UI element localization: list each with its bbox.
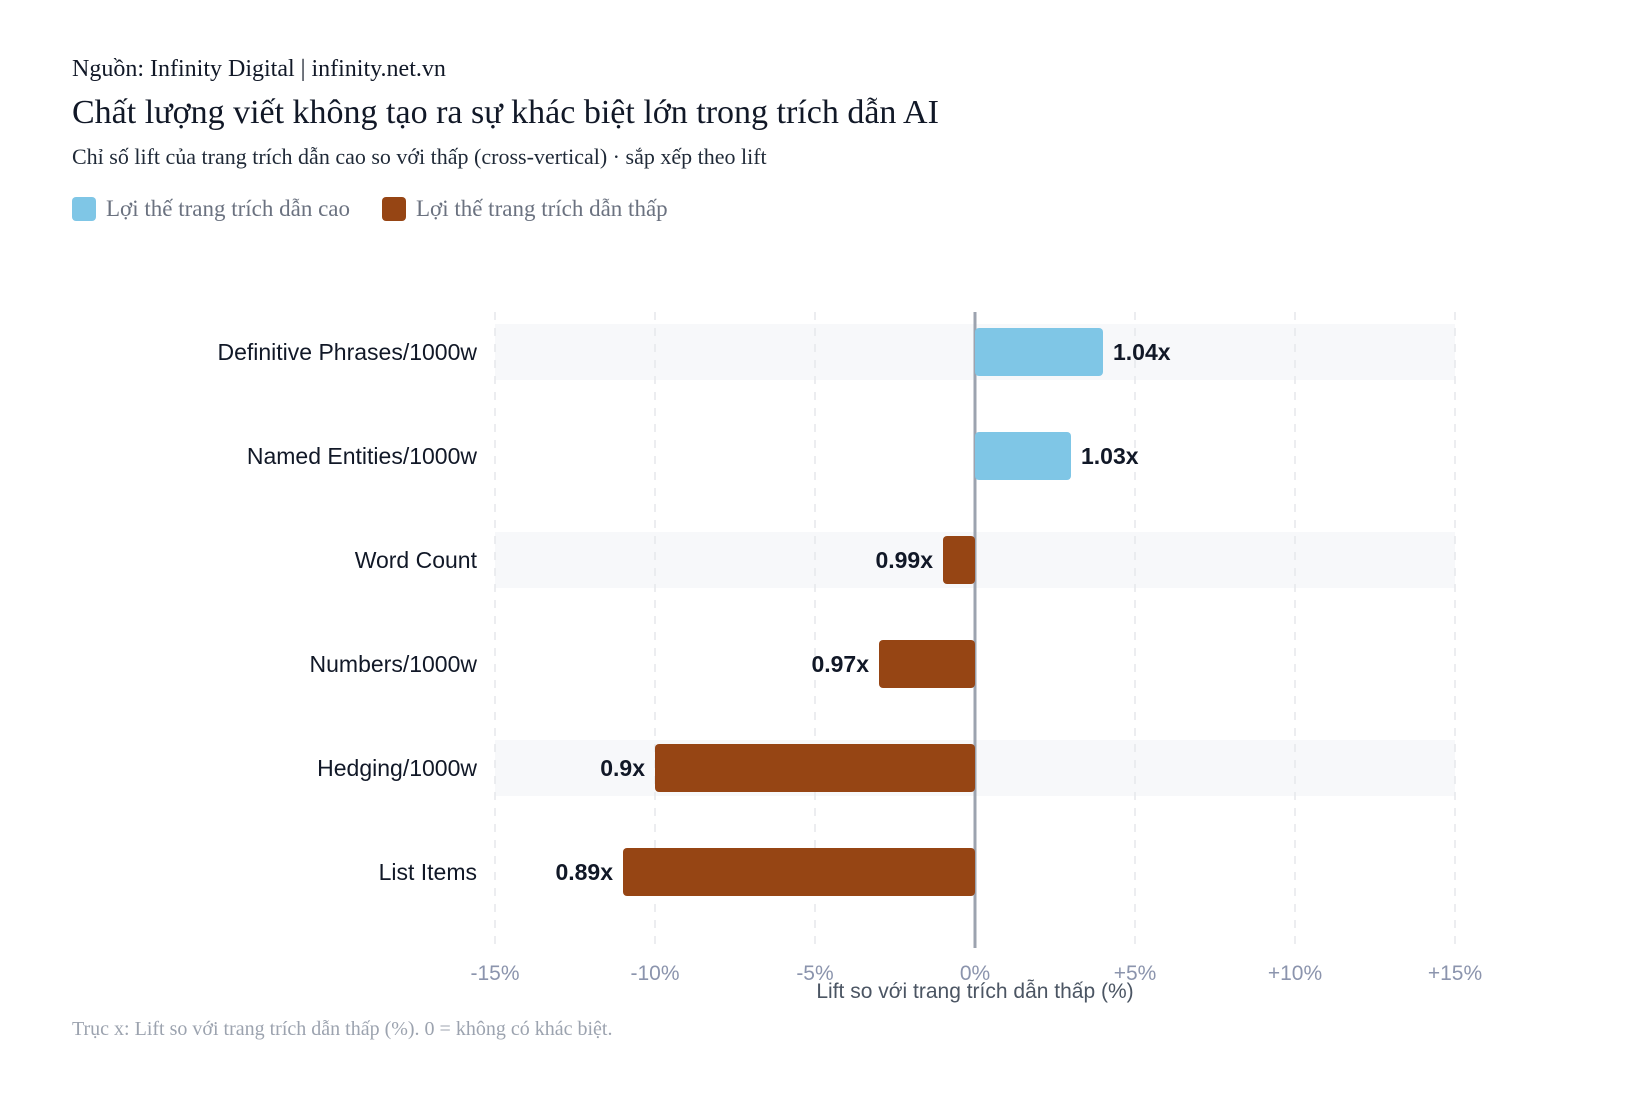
bar <box>943 536 975 584</box>
footnote: Trục x: Lift so với trang trích dẫn thấp… <box>72 1018 613 1040</box>
bar-value-label: 0.99x <box>875 547 933 573</box>
bar-value-label: 0.97x <box>811 651 869 677</box>
chart-title: Chất lượng viết không tạo ra sự khác biệ… <box>72 94 939 131</box>
bar-value-label: 1.04x <box>1113 339 1171 365</box>
bar <box>975 432 1071 480</box>
bar <box>655 744 975 792</box>
x-tick-label: -5% <box>796 962 833 985</box>
legend-swatch-high <box>72 197 96 221</box>
x-tick-label: -15% <box>470 962 519 985</box>
category-label: Word Count <box>355 547 478 573</box>
category-label: Hedging/1000w <box>317 755 477 781</box>
legend-item-high[interactable]: Lợi thế trang trích dẫn cao <box>72 196 350 222</box>
category-label: Numbers/1000w <box>310 651 478 677</box>
x-tick-label: +10% <box>1268 962 1322 985</box>
x-tick-label: +15% <box>1428 962 1482 985</box>
x-axis-title: Lift so với trang trích dẫn thấp (%) <box>816 980 1133 1003</box>
source-line: Nguồn: Infinity Digital | infinity.net.v… <box>72 56 446 82</box>
category-label: Named Entities/1000w <box>247 443 478 469</box>
legend-swatch-low <box>381 197 406 221</box>
bar <box>975 328 1103 376</box>
legend: Lợi thế trang trích dẫn cao Lợi thế tran… <box>72 196 668 222</box>
bar-value-label: 1.03x <box>1081 443 1139 469</box>
x-tick-label: 0% <box>960 962 990 985</box>
category-label: List Items <box>379 859 477 885</box>
bar-value-label: 0.9x <box>600 755 645 781</box>
category-label: Definitive Phrases/1000w <box>217 339 477 365</box>
legend-label-high: Lợi thế trang trích dẫn cao <box>106 196 350 221</box>
legend-item-low[interactable]: Lợi thế trang trích dẫn thấp <box>381 196 668 222</box>
x-tick-label: -10% <box>630 962 679 985</box>
x-tick-label: +5% <box>1114 962 1157 985</box>
chart-subtitle: Chỉ số lift của trang trích dẫn cao so v… <box>72 144 767 169</box>
legend-label-low: Lợi thế trang trích dẫn thấp <box>415 196 668 221</box>
bar <box>879 640 975 688</box>
bar-value-label: 0.89x <box>555 859 613 885</box>
bar <box>623 848 975 896</box>
